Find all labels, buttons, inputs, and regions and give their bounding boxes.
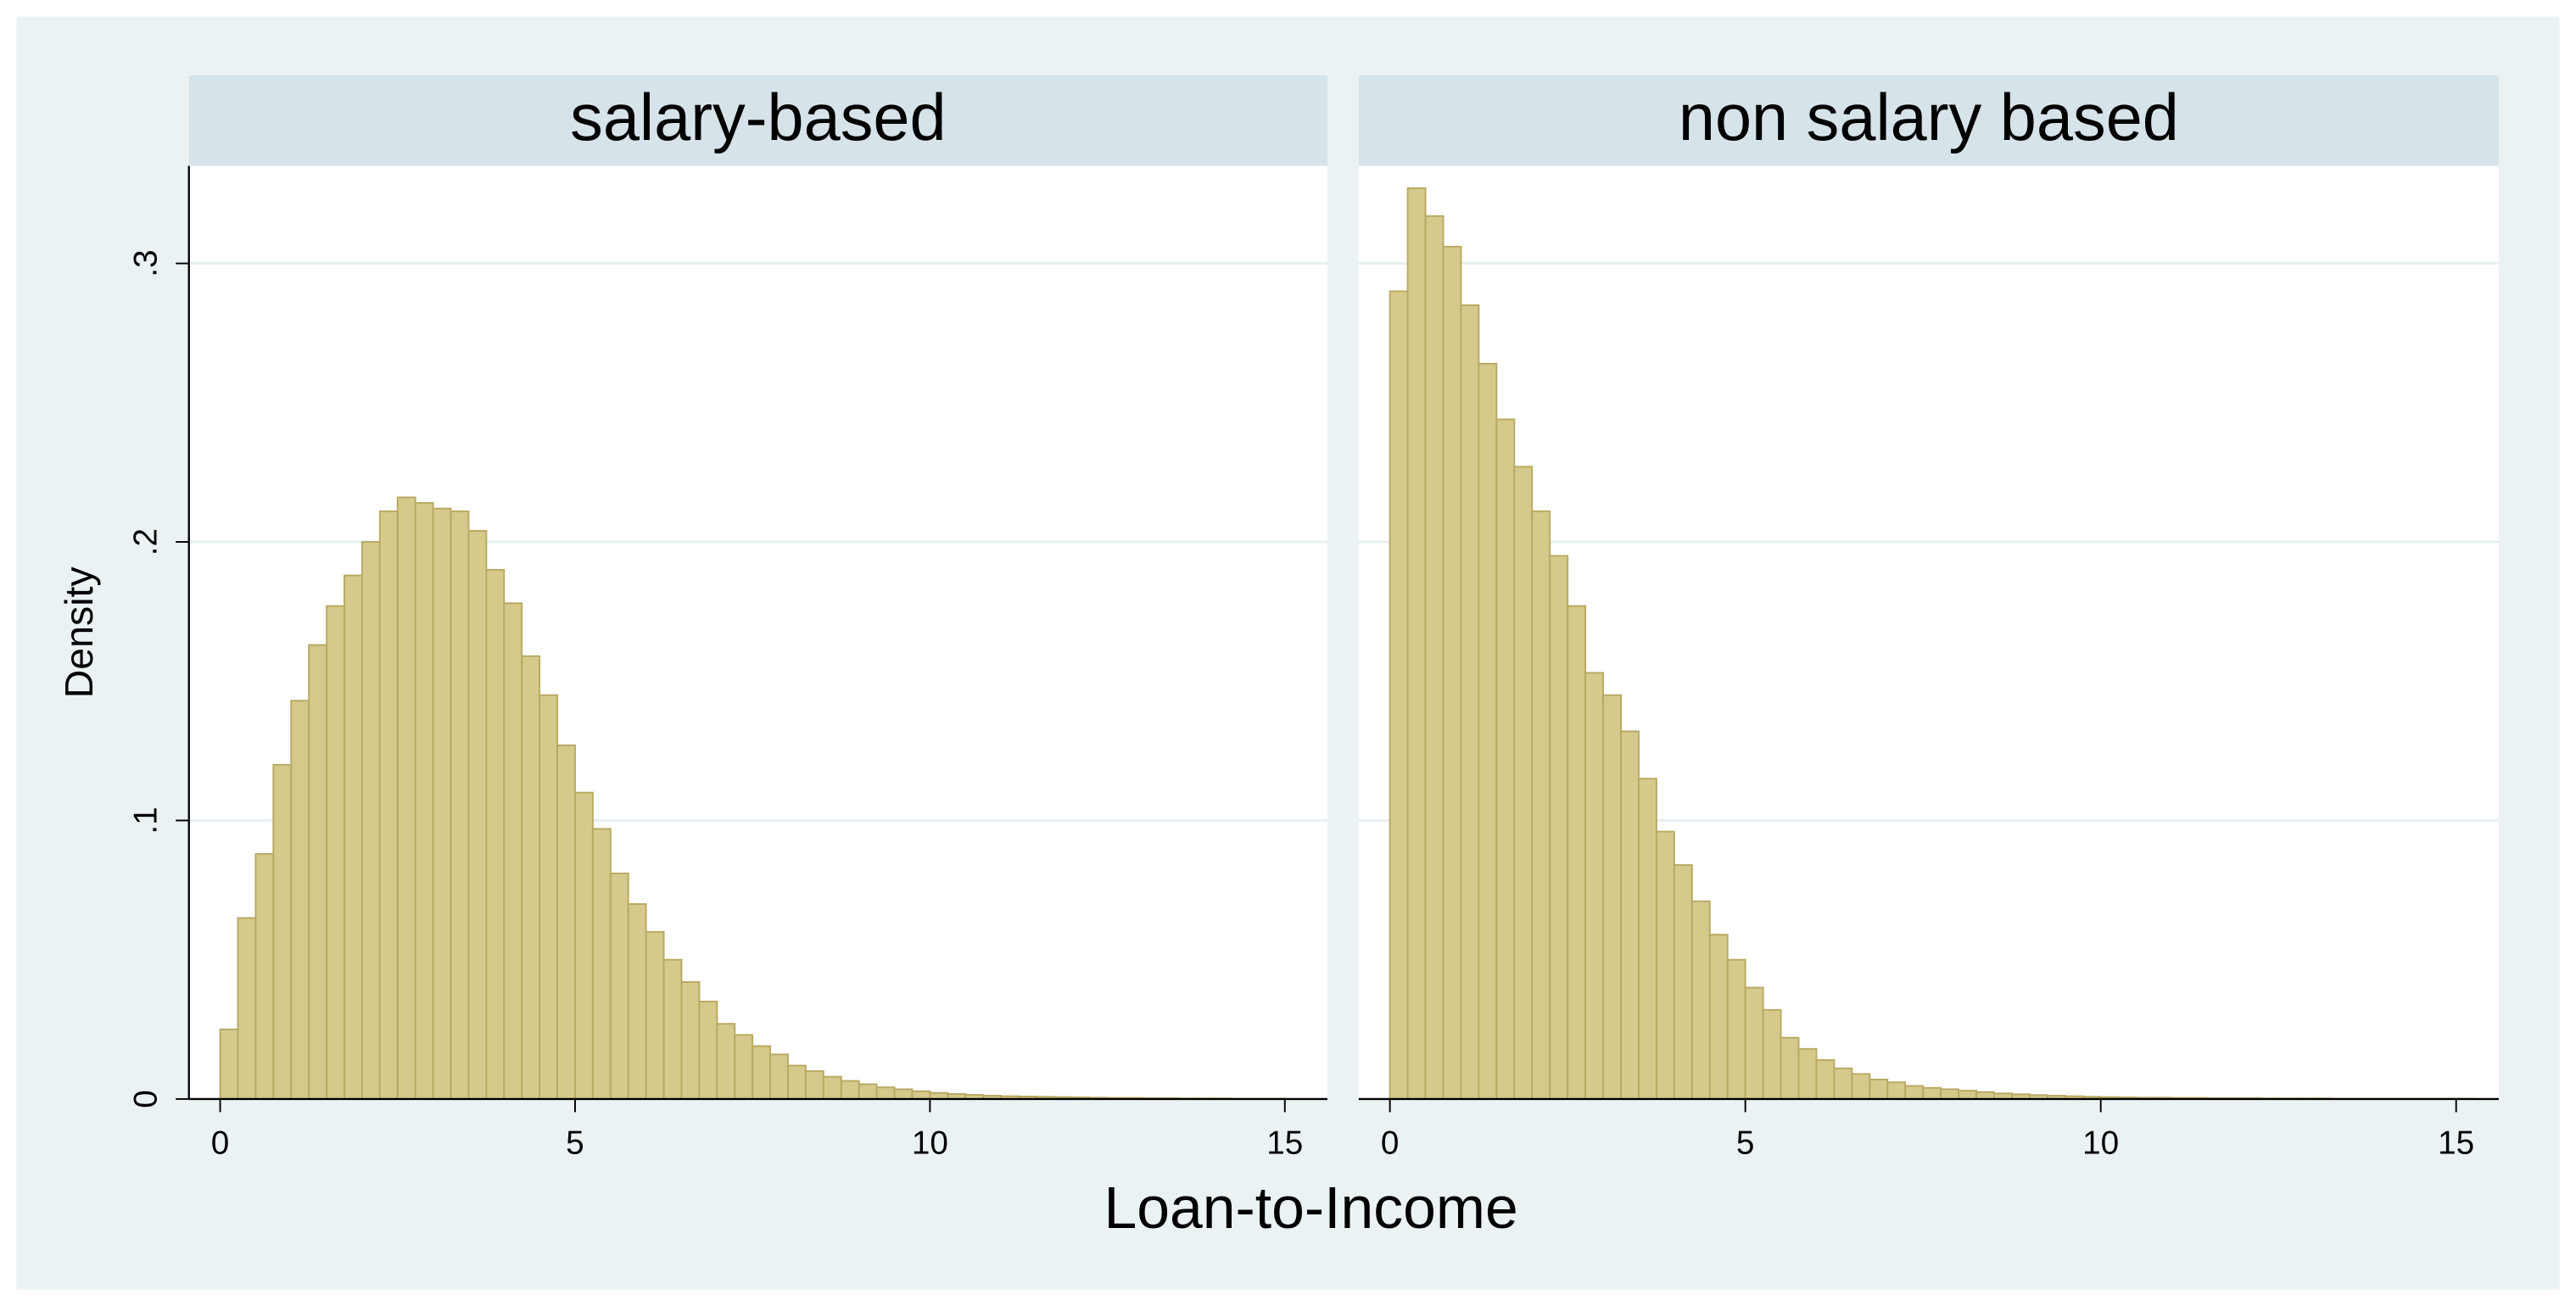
- bar: [344, 574, 363, 1100]
- bar: [1797, 1047, 1818, 1100]
- bar: [1567, 605, 1587, 1100]
- y-axis-title: Density: [57, 566, 101, 699]
- bar: [1851, 1073, 1871, 1100]
- bar: [1442, 245, 1462, 1100]
- bar: [1690, 900, 1711, 1100]
- bar: [1940, 1088, 1960, 1100]
- bar: [1958, 1090, 1977, 1100]
- bar: [1460, 304, 1480, 1100]
- bar: [1655, 830, 1675, 1100]
- bar: [254, 852, 275, 1100]
- bar: [858, 1083, 878, 1100]
- bar: [1673, 864, 1693, 1100]
- bar: [378, 510, 399, 1100]
- bar: [1780, 1036, 1800, 1100]
- bar: [662, 958, 683, 1100]
- x-tick-label: 0: [211, 1125, 230, 1161]
- bar: [698, 1001, 718, 1100]
- bar: [414, 502, 434, 1100]
- bar: [1975, 1091, 1995, 1100]
- bar: [1406, 187, 1427, 1100]
- bar: [1620, 730, 1640, 1100]
- bar: [485, 568, 506, 1100]
- bar: [396, 496, 416, 1100]
- bar: [1389, 290, 1409, 1100]
- x-tick-label: 15: [1266, 1125, 1303, 1161]
- bar: [432, 507, 452, 1100]
- bar: [893, 1088, 914, 1100]
- bar: [1904, 1085, 1925, 1100]
- bar: [521, 655, 541, 1100]
- bar: [1744, 986, 1764, 1100]
- bar: [752, 1045, 772, 1100]
- x-axis-title: Loan-to-Income: [1104, 1175, 1517, 1241]
- bar: [219, 1028, 239, 1100]
- bar: [1549, 555, 1569, 1100]
- bar: [1478, 362, 1498, 1100]
- bar: [1584, 672, 1605, 1100]
- bar: [326, 605, 345, 1100]
- bar: [1886, 1081, 1907, 1100]
- bar: [591, 828, 612, 1100]
- bar: [734, 1034, 754, 1100]
- bar: [716, 1023, 736, 1100]
- bar: [769, 1053, 789, 1100]
- x-tick-label: 15: [2438, 1125, 2474, 1161]
- bar: [450, 510, 470, 1100]
- bar: [1726, 958, 1746, 1100]
- bar: [467, 529, 488, 1100]
- bar: [840, 1080, 860, 1100]
- bar: [680, 981, 701, 1100]
- bar: [1762, 1008, 1782, 1100]
- x-tick-label: 10: [912, 1125, 948, 1161]
- bar: [787, 1064, 807, 1100]
- bar: [1495, 418, 1516, 1100]
- bar: [1869, 1078, 1889, 1100]
- x-tick-label: 5: [566, 1125, 584, 1161]
- bar: [1424, 215, 1444, 1100]
- bar: [822, 1075, 842, 1100]
- bar: [1708, 934, 1729, 1100]
- panel-header: [188, 75, 1327, 166]
- bar: [1602, 694, 1622, 1100]
- x-tick-label: 10: [2082, 1125, 2119, 1161]
- bar: [627, 903, 647, 1100]
- bar: [290, 700, 310, 1100]
- bar: [503, 602, 523, 1100]
- bar: [360, 541, 381, 1100]
- bar: [1922, 1086, 1942, 1100]
- bar: [573, 791, 594, 1100]
- bar: [308, 644, 328, 1100]
- x-tick-label: 0: [1381, 1125, 1400, 1161]
- y-tick-label: .2: [128, 528, 165, 555]
- bar: [556, 744, 576, 1100]
- bar: [1833, 1067, 1853, 1100]
- y-tick-label: 0: [128, 1090, 165, 1108]
- bar: [1513, 466, 1534, 1100]
- bar: [539, 694, 559, 1100]
- bar: [1815, 1058, 1836, 1100]
- panel-header: [1358, 75, 2499, 166]
- y-tick-label: .1: [128, 806, 165, 834]
- bar: [1531, 510, 1551, 1100]
- bar: [875, 1086, 896, 1100]
- x-tick-label: 5: [1736, 1125, 1755, 1161]
- bar: [804, 1070, 824, 1100]
- bar: [609, 872, 629, 1100]
- bar: [272, 763, 293, 1100]
- bar: [645, 930, 665, 1100]
- panel-title: non salary based: [1679, 81, 2179, 154]
- y-tick-label: .3: [128, 249, 165, 276]
- bar: [237, 917, 257, 1100]
- panel-title: salary-based: [570, 81, 947, 154]
- bar: [911, 1090, 931, 1100]
- bar: [1637, 778, 1657, 1100]
